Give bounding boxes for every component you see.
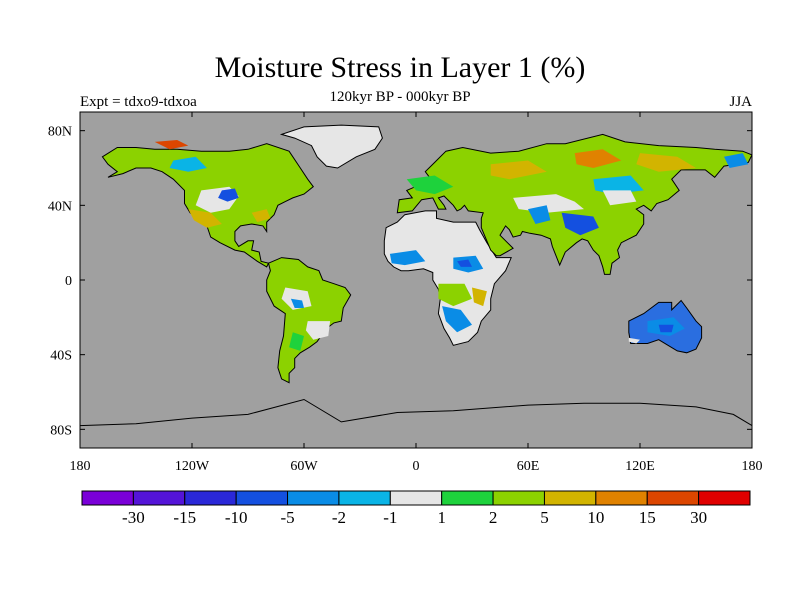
colorbar-label: 2 — [489, 508, 498, 527]
colorbar-swatch — [132, 490, 186, 506]
y-tick-label: 80S — [50, 423, 72, 438]
contour-patch — [169, 156, 207, 172]
experiment-label: Expt = tdxo9-tdxoa — [80, 94, 197, 110]
contour-patch — [602, 190, 637, 206]
colorbar-label: 10 — [587, 508, 604, 527]
y-tick-label: 40N — [48, 199, 72, 214]
colorbar-swatch — [441, 490, 494, 506]
contour-patch — [281, 287, 312, 310]
colorbar-swatch — [389, 490, 443, 506]
colorbar-label: 15 — [639, 508, 656, 527]
contour-patch — [513, 194, 584, 213]
contour-patch — [438, 283, 472, 307]
contour-patch — [218, 188, 239, 202]
contour-patch — [658, 324, 674, 333]
colorbar-swatch — [595, 490, 648, 506]
colorbar-label: -15 — [173, 508, 196, 527]
contour-patch — [305, 321, 331, 340]
contour-patch — [490, 160, 547, 180]
x-tick-label: 120E — [625, 459, 655, 474]
contour-patch — [472, 287, 487, 307]
colorbar-swatch — [184, 490, 237, 506]
y-tick-label: 40S — [50, 349, 72, 364]
colorbar-swatch — [698, 490, 751, 506]
landmass-africa — [383, 210, 512, 346]
contour-patch — [561, 212, 599, 236]
colorbar-label: -2 — [332, 508, 346, 527]
colorbar-swatch — [235, 490, 289, 506]
colorbar-swatch — [646, 490, 700, 506]
x-tick-label: 120W — [175, 459, 210, 474]
landmass-antarctica-edge — [80, 398, 752, 448]
axis-ticks: 180 120W 60W 0 60E 120E 180 80N 40N 0 40S 80S — [48, 112, 763, 474]
contour-patch — [457, 259, 472, 267]
colorbar-swatch — [543, 490, 597, 506]
colorbar-label: -10 — [225, 508, 248, 527]
contour-patch — [528, 205, 551, 224]
contour-patch — [574, 149, 622, 168]
colorbar-swatch — [338, 490, 391, 506]
colorbar: -30 -15 -10 -5 -2 -1 1 2 5 10 15 30 — [81, 490, 751, 527]
contour-patch — [636, 153, 696, 172]
colorbar-label: -5 — [280, 508, 294, 527]
contour-layer — [154, 140, 749, 351]
contour-patch — [593, 175, 644, 195]
contour-patch — [154, 140, 189, 150]
colorbar-swatch — [81, 490, 134, 506]
contour-patch — [724, 153, 749, 168]
landmass-greenland — [279, 124, 383, 169]
colorbar-label: 30 — [690, 508, 707, 527]
x-tick-label: 180 — [742, 459, 763, 474]
contour-patch — [251, 209, 271, 223]
contour-patch — [289, 332, 304, 351]
contour-patch — [389, 250, 426, 266]
colorbar-swatch — [287, 490, 340, 506]
x-tick-label: 0 — [413, 459, 420, 474]
colorbar-label: -30 — [122, 508, 145, 527]
contour-patch — [290, 298, 304, 308]
contour-patch — [628, 337, 640, 344]
colorbar-label: 1 — [437, 508, 446, 527]
contour-patch — [442, 306, 472, 333]
chart-subtitle: 120kyr BP - 000kyr BP — [329, 89, 471, 105]
colorbar-label: 5 — [540, 508, 549, 527]
y-tick-label: 0 — [65, 274, 72, 289]
y-tick-label: 80N — [48, 125, 72, 140]
contour-patch — [188, 209, 222, 228]
x-tick-label: 60W — [290, 459, 318, 474]
contour-patch — [406, 175, 454, 195]
x-tick-label: 180 — [70, 459, 91, 474]
season-label: JJA — [729, 94, 752, 110]
x-tick-label: 60E — [517, 459, 540, 474]
colorbar-label: -1 — [383, 508, 397, 527]
colorbar-swatch — [492, 490, 545, 506]
chart-title: Moisture Stress in Layer 1 (%) — [214, 51, 586, 84]
